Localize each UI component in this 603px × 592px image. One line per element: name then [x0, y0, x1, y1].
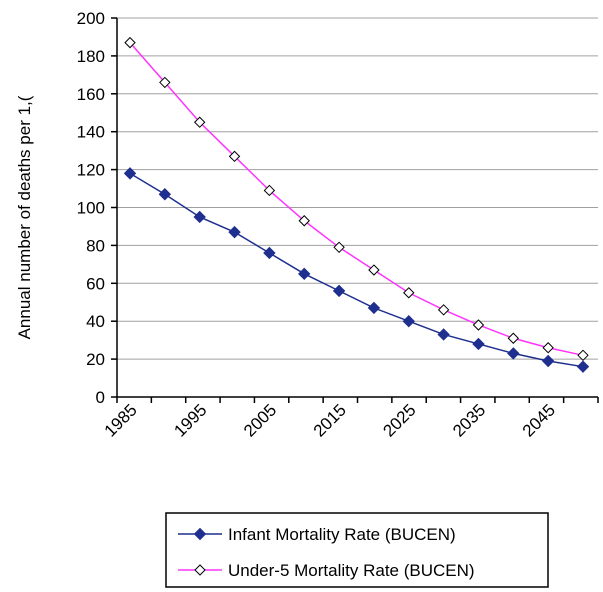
- point-0-2040: [507, 347, 520, 360]
- y-tick-label-40: 40: [86, 312, 105, 331]
- legend-label-0: Infant Mortality Rate (BUCEN): [228, 525, 456, 544]
- y-tick-label-20: 20: [86, 350, 105, 369]
- y-tick-label-60: 60: [86, 274, 105, 293]
- x-tick-label-2015: 2015: [310, 400, 350, 440]
- legend-entry-1: Under-5 Mortality Rate (BUCEN): [178, 561, 475, 580]
- y-axis-ticks: 0 20 40 60 80 100 120 140 160 180 200: [77, 9, 117, 407]
- point-1-1990: [159, 76, 171, 89]
- x-tick-label-1995: 1995: [170, 400, 210, 440]
- point-0-2025: [402, 314, 415, 328]
- y-tick-label-140: 140: [77, 123, 105, 142]
- point-0-1995: [193, 210, 206, 224]
- x-tick-label-2025: 2025: [379, 400, 419, 440]
- point-1-1995: [193, 116, 206, 128]
- series-layer: [123, 36, 590, 373]
- series-line-0: [129, 172, 584, 368]
- point-0-2030: [437, 328, 450, 341]
- x-tick-label-2005: 2005: [240, 400, 280, 440]
- series-1: [124, 36, 589, 362]
- point-1-2010: [298, 215, 310, 227]
- point-1-2005: [263, 184, 276, 197]
- x-axis-ticks: 1985 1995 2005 2015 2025 2035 2045: [101, 397, 599, 441]
- series-0: [123, 167, 590, 373]
- point-0-2020: [367, 301, 381, 315]
- point-1-2035: [472, 319, 485, 331]
- legend-marker-0: [193, 527, 207, 541]
- y-tick-label-120: 120: [77, 161, 105, 180]
- point-0-2000: [228, 225, 241, 239]
- legend-box: [165, 512, 549, 588]
- point-0-2010: [298, 267, 311, 281]
- y-tick-label-160: 160: [77, 85, 105, 104]
- point-0-2050: [576, 360, 590, 373]
- point-1-2050: [577, 349, 589, 362]
- legend-marker-1: [194, 564, 206, 576]
- point-1-1985: [124, 36, 136, 49]
- x-tick-label-2045: 2045: [519, 400, 559, 440]
- gridlines: [117, 17, 598, 360]
- series-line-1: [129, 42, 584, 357]
- point-1-2000: [228, 150, 241, 163]
- y-tick-label-100: 100: [77, 199, 105, 218]
- x-tick-label-1985: 1985: [101, 400, 141, 440]
- point-0-2045: [541, 354, 555, 368]
- y-tick-label-80: 80: [86, 236, 105, 255]
- legend-label-1: Under-5 Mortality Rate (BUCEN): [228, 561, 475, 580]
- legend: Infant Mortality Rate (BUCEN) Under-5 Mor…: [165, 512, 549, 588]
- point-0-2015: [332, 284, 346, 298]
- point-1-2015: [333, 241, 345, 254]
- point-0-1985: [123, 167, 137, 180]
- point-1-2020: [368, 264, 380, 276]
- y-axis-title: Annual number of deaths per 1,(: [15, 95, 34, 339]
- y-tick-label-180: 180: [77, 47, 105, 66]
- point-1-2040: [507, 332, 520, 344]
- y-tick-label-0: 0: [96, 388, 105, 407]
- point-0-2035: [472, 337, 485, 351]
- point-1-2025: [403, 287, 415, 299]
- point-0-2005: [263, 246, 276, 260]
- x-tick-label-2035: 2035: [449, 400, 489, 440]
- point-1-2045: [542, 342, 554, 354]
- legend-entry-0: Infant Mortality Rate (BUCEN): [178, 525, 456, 544]
- point-0-1990: [158, 188, 172, 201]
- y-tick-label-200: 200: [77, 9, 105, 28]
- point-1-2030: [437, 304, 450, 316]
